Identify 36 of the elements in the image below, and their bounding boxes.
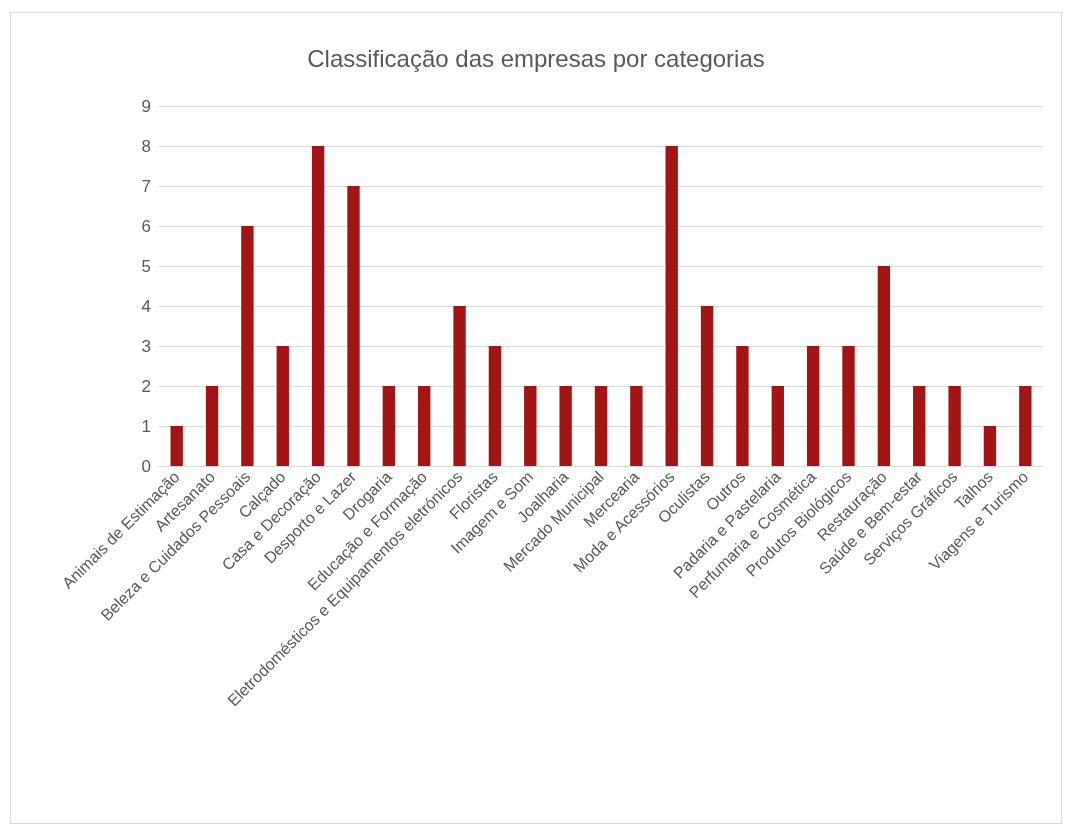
bar [418,386,431,466]
y-tick-label: 3 [141,336,151,356]
y-tick-label: 0 [141,456,151,476]
bar [665,146,678,466]
bar [241,226,254,466]
bar [453,306,466,466]
bar [524,386,537,466]
y-tick-label: 1 [141,416,151,436]
y-tick-label: 6 [141,216,151,236]
chart-title: Classificação das empresas por categorias [307,44,765,72]
bar [311,146,325,466]
bar [700,306,714,466]
y-tick-label: 8 [141,136,151,156]
y-tick-label: 4 [141,296,151,316]
y-tick-label: 2 [141,376,151,396]
bar [983,426,997,466]
bar [382,386,396,466]
y-tick-label: 5 [141,256,151,276]
bar [205,386,219,466]
bar [771,386,784,466]
bar [913,386,926,466]
bar [170,426,183,466]
bar [488,346,502,466]
bar [1019,386,1032,466]
bar [948,386,961,466]
bar [630,386,643,466]
bar [877,266,891,466]
bar [594,386,608,466]
bar [559,386,572,466]
y-tick-label: 9 [141,96,151,116]
bar [806,346,820,466]
bar [842,346,855,466]
y-tick-label: 7 [141,176,151,196]
bar [347,186,360,466]
bar [276,346,289,466]
bar [736,346,749,466]
